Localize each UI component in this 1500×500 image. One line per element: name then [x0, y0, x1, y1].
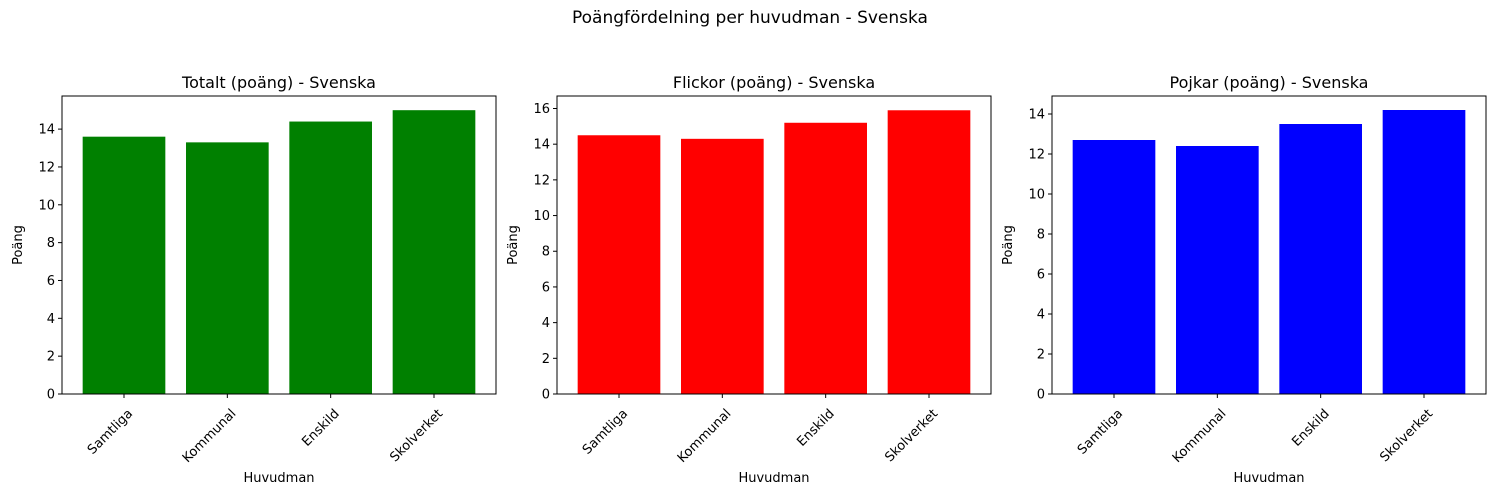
x-tick-label: Enskild — [299, 406, 342, 449]
x-tick-label: Enskild — [794, 406, 837, 449]
x-axis-label: Huvudman — [243, 471, 314, 486]
x-tick-label: Kommunal — [180, 406, 240, 466]
x-tick-label: Skolverket — [1377, 406, 1436, 465]
plot-frame — [556, 95, 992, 395]
y-tick-label: 10 — [38, 198, 55, 213]
subplot-3: Pojkar (poäng) - Svenska Samtliga Kommunal… — [1001, 73, 1487, 486]
bar-kommunal — [681, 138, 764, 394]
x-tick-label: Enskild — [1289, 406, 1332, 449]
y-axis-label: Poäng — [1001, 225, 1016, 265]
y-tick-label: 14 — [533, 138, 550, 153]
y-tick-label: 10 — [533, 209, 550, 224]
y-tick-label: 0 — [1037, 388, 1045, 403]
y-tick-label: 12 — [1028, 148, 1045, 163]
x-tick-label: Kommunal — [1170, 406, 1230, 466]
bar-skolverket — [887, 110, 971, 394]
bar-enskild — [289, 121, 372, 395]
subplot-title: Pojkar (poäng) - Svenska — [1170, 73, 1369, 92]
y-tick-label: 8 — [47, 236, 55, 251]
y-tick-label: 16 — [533, 102, 550, 117]
subplot-title: Totalt (poäng) - Svenska — [181, 73, 376, 92]
y-tick-label: 14 — [38, 123, 55, 138]
y-tick-label: 4 — [542, 316, 550, 331]
x-tick-label: Skolverket — [387, 406, 446, 465]
y-tick-label: 2 — [542, 352, 550, 367]
y-tick-label: 6 — [542, 280, 550, 295]
y-tick-label: 8 — [542, 245, 550, 260]
y-tick-label: 0 — [47, 388, 55, 403]
x-tick-label: Samtliga — [85, 406, 136, 457]
y-tick-label: 12 — [533, 173, 550, 188]
x-axis-label: Huvudman — [1233, 471, 1304, 486]
x-tick-label: Kommunal — [675, 406, 735, 466]
y-tick-label: 2 — [47, 350, 55, 365]
y-tick-label: 4 — [1037, 308, 1045, 323]
subplot-title: Flickor (poäng) - Svenska — [673, 73, 875, 92]
bar-enskild — [1279, 124, 1362, 394]
plot-frame — [1051, 95, 1487, 395]
subplot-2: Flickor (poäng) - Svenska Samtliga Kommuna… — [506, 73, 992, 486]
x-tick-label: Skolverket — [882, 406, 941, 465]
y-tick-label: 6 — [47, 274, 55, 289]
y-tick-label: 14 — [1028, 108, 1045, 123]
subplot-1: Totalt (poäng) - Svenska Samtliga Kommunal… — [11, 73, 497, 486]
bar-samtliga — [577, 135, 661, 394]
y-tick-label: 0 — [542, 388, 550, 403]
y-axis-label: Poäng — [506, 225, 521, 265]
bar-kommunal — [1176, 146, 1259, 394]
x-tick-label: Samtliga — [580, 406, 631, 457]
bar-skolverket — [392, 110, 476, 394]
y-tick-label: 4 — [47, 312, 55, 327]
y-axis-label: Poäng — [11, 225, 26, 265]
bar-enskild — [784, 122, 867, 394]
bar-skolverket — [1382, 110, 1466, 394]
bar-samtliga — [82, 136, 166, 394]
plot-frame — [61, 95, 497, 395]
y-tick-label: 2 — [1037, 348, 1045, 363]
figure-suptitle: Poängfördelning per huvudman - Svenska — [572, 8, 928, 28]
y-tick-label: 10 — [1028, 188, 1045, 203]
x-tick-label: Samtliga — [1075, 406, 1126, 457]
x-axis-label: Huvudman — [738, 471, 809, 486]
bar-samtliga — [1072, 140, 1156, 394]
y-tick-label: 6 — [1037, 268, 1045, 283]
y-tick-label: 8 — [1037, 228, 1045, 243]
y-tick-label: 12 — [38, 160, 55, 175]
bar-kommunal — [186, 142, 269, 394]
